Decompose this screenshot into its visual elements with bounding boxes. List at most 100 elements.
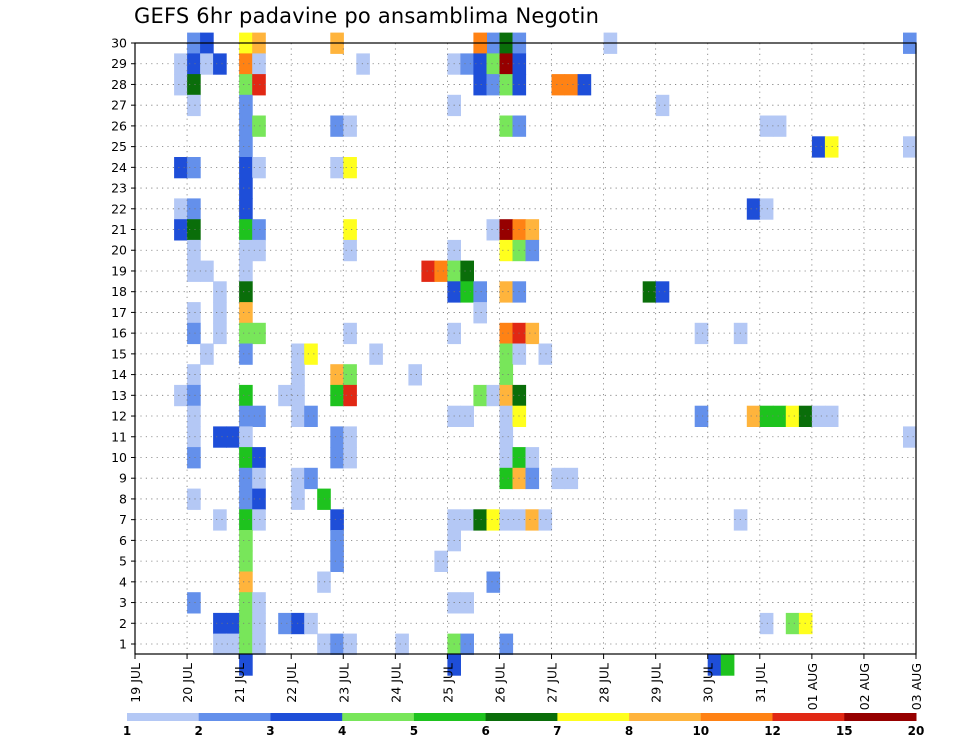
heat-cell — [278, 384, 292, 407]
heat-cell — [174, 198, 188, 220]
heat-cell — [304, 467, 318, 490]
heat-cell — [252, 74, 266, 96]
legend-swatch — [629, 713, 702, 721]
y-tick-label: 11 — [111, 429, 127, 444]
y-tick-label: 3 — [119, 595, 127, 610]
y-tick-label: 15 — [111, 346, 127, 361]
heat-cell — [525, 322, 540, 345]
plot-frame — [134, 42, 917, 655]
heat-cell — [460, 509, 474, 531]
x-tick-label: 23 JUL — [336, 663, 351, 703]
heat-cell — [564, 74, 579, 96]
y-tick-label: 4 — [119, 574, 127, 589]
legend-swatch — [772, 713, 845, 721]
heat-cell — [239, 592, 253, 614]
heat-cell — [499, 447, 514, 469]
heat-cell — [330, 509, 344, 531]
heat-cell — [187, 94, 201, 117]
y-tick-label: 25 — [111, 139, 127, 154]
heat-cell — [252, 467, 266, 490]
heat-cell — [473, 53, 487, 75]
x-tick-label: 03 AUG — [909, 663, 924, 710]
heat-cell — [486, 571, 501, 593]
heat-cell — [187, 260, 201, 282]
heat-cell — [473, 74, 487, 96]
heat-cell — [473, 384, 487, 407]
legend-label: 20 — [908, 724, 925, 738]
legend-swatch — [413, 713, 487, 721]
y-tick-label: 19 — [111, 263, 127, 278]
heat-cell — [174, 219, 188, 241]
heat-cell — [772, 405, 787, 427]
heat-cell — [499, 633, 514, 655]
heat-cell — [330, 157, 344, 179]
heat-cell — [252, 633, 266, 655]
heat-cell — [551, 74, 566, 96]
heat-cell — [759, 115, 774, 137]
heat-cell — [499, 384, 514, 407]
y-tick-label: 1 — [119, 637, 127, 652]
heat-cell — [213, 322, 227, 345]
x-tick-label: 24 JUL — [388, 663, 403, 703]
legend-label: 15 — [836, 724, 853, 738]
heat-cell — [239, 177, 253, 199]
heat-cell — [174, 74, 188, 96]
heat-cell — [239, 509, 253, 531]
heat-cell — [343, 322, 357, 345]
legend-swatch — [270, 713, 343, 721]
heat-cell — [551, 467, 566, 490]
y-tick-label: 17 — [111, 305, 127, 320]
heat-cell — [356, 53, 370, 75]
x-tick-label: 30 JUL — [701, 663, 716, 703]
legend-label: 3 — [266, 724, 274, 738]
heat-cell — [239, 157, 253, 179]
heat-cell — [239, 550, 253, 572]
heat-cell — [460, 405, 474, 427]
legend-swatch — [198, 713, 271, 721]
legend-label: 2 — [195, 724, 203, 738]
x-tick-label: 29 JUL — [649, 663, 664, 703]
heat-cell — [499, 426, 514, 448]
heat-cell — [473, 281, 487, 303]
heat-cell — [174, 157, 188, 179]
heat-cell — [460, 53, 474, 75]
y-tick-label: 2 — [119, 616, 127, 631]
heat-cell — [343, 364, 357, 386]
y-tick-label: 24 — [111, 160, 127, 175]
legend-swatch — [557, 713, 630, 721]
heat-cell — [239, 467, 253, 490]
x-tick-label: 22 JUL — [284, 663, 299, 703]
heat-cell — [304, 405, 318, 427]
heat-cell — [239, 260, 253, 282]
heat-cell — [486, 384, 501, 407]
heat-cell — [187, 157, 201, 179]
heat-cell — [330, 364, 344, 386]
heat-cell — [499, 74, 514, 96]
legend-swatch — [844, 713, 917, 721]
y-tick-label: 10 — [111, 450, 127, 465]
heat-cell — [499, 53, 514, 75]
heat-cell — [486, 509, 501, 531]
heat-cell — [343, 115, 357, 137]
y-tick-label: 30 — [111, 36, 127, 51]
heat-cell — [187, 239, 201, 262]
heat-cell — [239, 136, 253, 158]
x-tick-label: 02 AUG — [857, 663, 872, 710]
y-tick-label: 6 — [119, 533, 127, 548]
heat-cell — [707, 654, 722, 676]
legend-label: 12 — [764, 724, 781, 738]
heat-cell — [187, 384, 201, 407]
x-tick-label: 01 AUG — [805, 663, 820, 710]
heat-cell — [447, 654, 461, 676]
heat-cell — [694, 405, 709, 427]
legend-swatch — [127, 713, 200, 721]
y-tick-label: 21 — [111, 222, 127, 237]
heat-cell — [811, 136, 826, 158]
heat-cell — [330, 530, 344, 552]
heat-cell — [239, 633, 253, 655]
heat-cell — [304, 343, 318, 365]
heat-cell — [200, 53, 214, 75]
y-tick-label: 27 — [111, 98, 127, 113]
heat-cell — [434, 550, 448, 572]
heat-cell — [187, 198, 201, 220]
